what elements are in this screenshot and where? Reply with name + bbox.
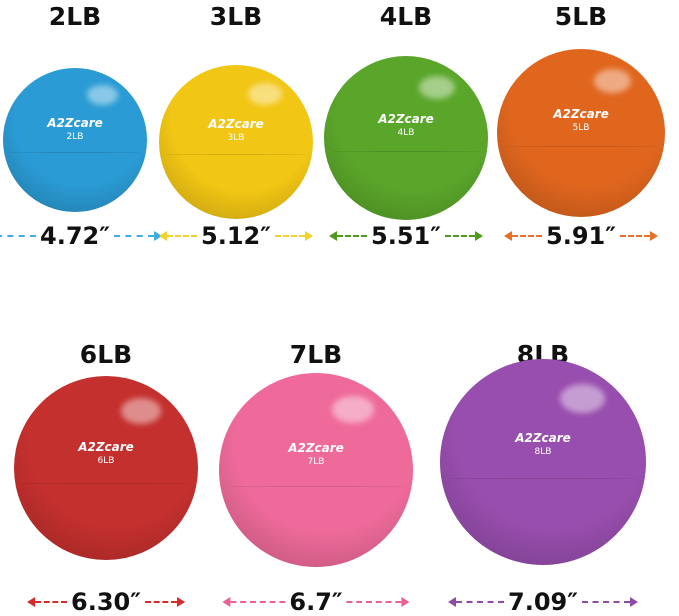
arrow-left-icon [159,231,168,241]
diameter-value: 6.30″ [71,588,141,616]
ball-highlight [331,396,375,424]
diameter-dimension: 5.91″ [504,222,658,250]
weight-label: 2LB [48,2,102,31]
arrow-left-icon [504,231,513,241]
arrow-left-icon [27,597,36,607]
ball-weight-print: 8LB [534,447,552,458]
diameter-dimension: 6.30″ [27,588,185,616]
arrow-right-icon [474,231,483,241]
diameter-dimension: 5.51″ [329,222,483,250]
arrow-right-icon [401,597,410,607]
dashed-line [444,235,475,237]
dashed-line [274,235,305,237]
dashed-line [346,601,402,603]
ball-highlight [594,69,632,93]
ball-3lb: A2Zcare 3LB [159,65,313,219]
ball-highlight [248,83,283,106]
dashed-line [581,601,630,603]
weight-label: 6LB [79,340,133,369]
diameter-dimension: 4.72″ [0,222,162,250]
ball-weight-print: 7LB [307,456,325,467]
brand-logo: A2Zcare [553,106,609,121]
diameter-dimension: 7.09″ [448,588,638,616]
ball-seam [21,482,191,484]
ball-highlight [419,75,456,99]
brand-logo: A2Zcare [208,117,264,132]
diameter-dimension: 6.7″ [222,588,410,616]
ball-2lb: A2Zcare 2LB [3,68,147,212]
arrow-left-icon [222,597,231,607]
ball-7lb: A2Zcare 7LB [219,373,413,567]
diameter-value: 5.51″ [371,222,441,250]
brand-logo: A2Zcare [288,440,344,455]
brand-logo: A2Zcare [78,439,134,454]
ball-weight-print: 4LB [397,127,415,138]
dashed-line [337,235,368,237]
diameter-value: 6.7″ [289,588,343,616]
arrow-right-icon [153,231,162,241]
dashed-line [0,235,37,237]
dashed-line [35,601,68,603]
ball-seam [165,154,307,156]
ball-weight-print: 5LB [572,122,590,133]
ball-8lb: A2Zcare 8LB [440,359,646,565]
ball-highlight [559,383,605,413]
weight-label: 5LB [554,2,608,31]
dashed-line [619,235,650,237]
brand-logo: A2Zcare [47,116,103,131]
ball-seam [8,151,142,153]
arrow-right-icon [629,597,638,607]
ball-seam [330,151,482,153]
diameter-value: 5.12″ [201,222,271,250]
diameter-value: 4.72″ [40,222,110,250]
diameter-value: 7.09″ [508,588,578,616]
ball-weight-print: 6LB [97,455,115,466]
weight-label: 7LB [289,340,343,369]
dashed-line [512,235,543,237]
ball-seam [503,146,659,148]
ball-highlight [120,398,162,424]
ball-seam [448,478,638,480]
diameter-value: 5.91″ [546,222,616,250]
arrow-right-icon [176,597,185,607]
brand-logo: A2Zcare [378,111,434,126]
weight-label: 4LB [379,2,433,31]
ball-4lb: A2Zcare 4LB [324,56,488,220]
arrow-left-icon [448,597,457,607]
dashed-line [144,601,177,603]
ball-6lb: A2Zcare 6LB [14,376,198,560]
dashed-line [456,601,505,603]
ball-weight-print: 3LB [227,133,245,144]
ball-seam [226,485,406,487]
weight-label: 3LB [209,2,263,31]
arrow-right-icon [304,231,313,241]
brand-logo: A2Zcare [515,431,571,446]
arrow-left-icon [329,231,338,241]
ball-highlight [86,85,119,106]
arrow-right-icon [649,231,658,241]
dashed-line [113,235,154,237]
dashed-line [167,235,198,237]
ball-weight-print: 2LB [66,132,84,143]
ball-5lb: A2Zcare 5LB [497,49,665,217]
diameter-dimension: 5.12″ [159,222,313,250]
dashed-line [230,601,286,603]
